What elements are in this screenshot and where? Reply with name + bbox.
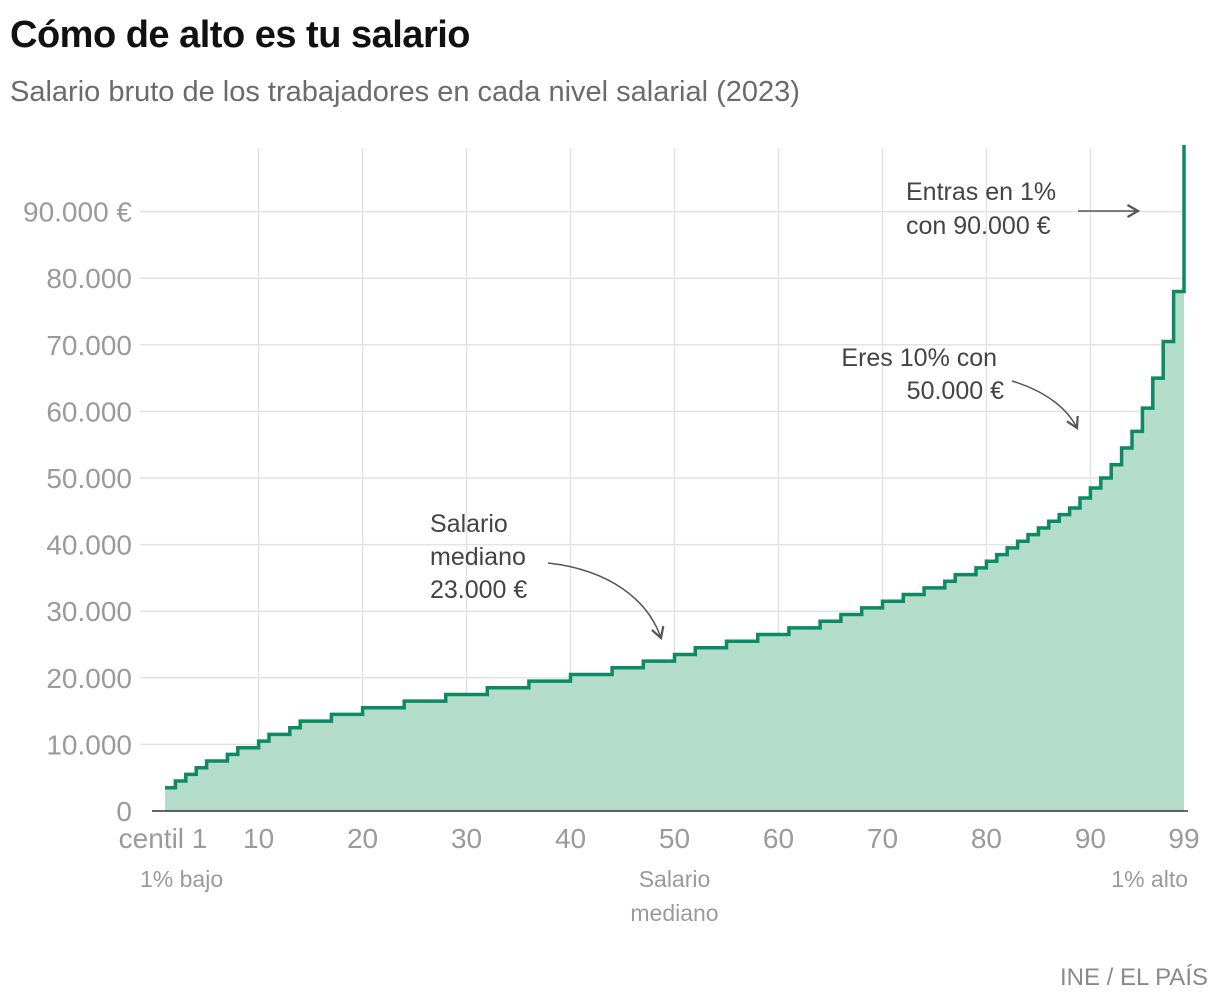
y-tick-label-1: 10.000 [46,729,132,760]
x-tick-label-10: 99 [1168,823,1199,854]
x-sublabel-0: 1% bajo [140,866,223,892]
x-tick-label-2: 20 [347,823,378,854]
x-tick-label-7: 70 [867,823,898,854]
x-tick-label-6: 60 [763,823,794,854]
chart-subtitle: Salario bruto de los trabajadores en cad… [10,76,800,108]
x-tick-label-8: 80 [971,823,1002,854]
salary-area [165,145,1184,811]
annotation-median-line-2: mediano [430,543,526,571]
x-tick-label-9: 90 [1075,823,1106,854]
annotation-median: Salario mediano 23.000 € [430,510,533,604]
x-tick-label-0: centil 1 [119,823,208,854]
axes: 0 10.000 20.000 30.000 40.000 50.000 60.000 70.… [23,197,1200,926]
x-tick-label-3: 30 [451,823,482,854]
x-tick-label-4: 40 [555,823,586,854]
chart-title: Cómo de alto es tu salario [10,14,471,56]
annotation-top1-line-2: con 90.000 € [906,212,1051,240]
y-tick-label-6: 60.000 [46,396,132,427]
annotation-top1-line-1: Entras en 1% [906,178,1056,206]
annotation-top10-arrow [1011,380,1079,431]
annotation-median-line-1: Salario [430,510,508,538]
y-tick-label-9: 90.000 € [23,197,132,228]
annotation-median-line-3: 23.000 € [430,576,527,604]
area-layer [165,145,1186,811]
x-sublabel-median-2: mediano [630,900,718,926]
x-sublabel-median-1: Salario [639,866,711,892]
y-tick-label-3: 30.000 [46,596,132,627]
annotation-top10: Eres 10% con 50.000 € [841,344,1004,405]
y-tick-label-7: 70.000 [46,330,132,361]
x-tick-label-5: 50 [659,823,690,854]
y-tick-label-0: 0 [116,796,132,827]
y-tick-label-5: 50.000 [46,463,132,494]
salary-step-line [165,145,1186,790]
annotations: Salario mediano 23.000 € Eres 10% con 50… [430,178,1141,641]
annotation-top1: Entras en 1% con 90.000 € [906,178,1063,240]
annotation-top10-line-1: Eres 10% con [841,344,997,372]
x-sublabel-10: 1% alto [1111,866,1188,892]
y-tick-label-2: 20.000 [46,663,132,694]
annotation-top10-line-2: 50.000 € [907,377,1004,405]
annotation-median-arrow [547,562,665,641]
y-tick-label-4: 40.000 [46,530,132,561]
x-tick-label-1: 10 [243,823,274,854]
source-credit: INE / EL PAÍS [1059,964,1208,991]
y-tick-label-8: 80.000 [46,263,132,294]
